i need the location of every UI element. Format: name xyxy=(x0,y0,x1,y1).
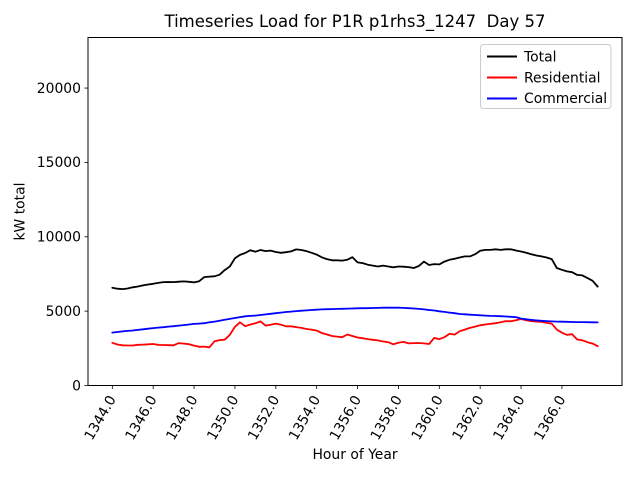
x-tick-label: 1352.0 xyxy=(245,393,283,443)
y-tick-label: 20000 xyxy=(37,81,81,97)
y-tick-label: 10000 xyxy=(37,230,81,246)
legend-label-residential: Residential xyxy=(524,70,601,86)
x-tick-label: 1348.0 xyxy=(163,393,201,443)
series-line-commercial xyxy=(111,306,599,334)
y-tick-label: 5000 xyxy=(46,304,81,320)
plot-frame xyxy=(87,37,623,386)
series-line-total xyxy=(111,248,599,291)
x-tick-label: 1344.0 xyxy=(82,393,120,443)
legend: Total Residential Commercial xyxy=(480,44,612,109)
x-tick-label: 1364.0 xyxy=(490,393,528,443)
legend-label-commercial: Commercial xyxy=(524,91,607,107)
legend-box xyxy=(480,44,612,109)
legend-label-total: Total xyxy=(523,49,556,65)
axis-ticks: 1344.0 1346.0 1348.0 1350.0 1352.0 1354.0 1356… xyxy=(37,81,570,443)
chart-title: Timeseries Load for P1R p1rhs3_1247 Day … xyxy=(164,12,546,32)
x-tick-label: 1358.0 xyxy=(368,393,406,443)
x-axis-label: Hour of Year xyxy=(312,447,397,463)
x-tick-label: 1346.0 xyxy=(123,393,161,443)
y-axis-label: kW total xyxy=(13,183,29,241)
plot-lines xyxy=(111,248,599,349)
y-tick-label: 15000 xyxy=(37,155,81,171)
x-tick-label: 1360.0 xyxy=(409,393,447,443)
series-line-residential xyxy=(111,318,599,349)
x-tick-label: 1366.0 xyxy=(531,393,569,443)
y-tick-label: 0 xyxy=(72,378,81,394)
x-tick-label: 1356.0 xyxy=(327,393,365,443)
x-tick-label: 1354.0 xyxy=(286,393,324,443)
x-tick-label: 1362.0 xyxy=(450,393,488,443)
x-tick-label: 1350.0 xyxy=(204,393,242,443)
